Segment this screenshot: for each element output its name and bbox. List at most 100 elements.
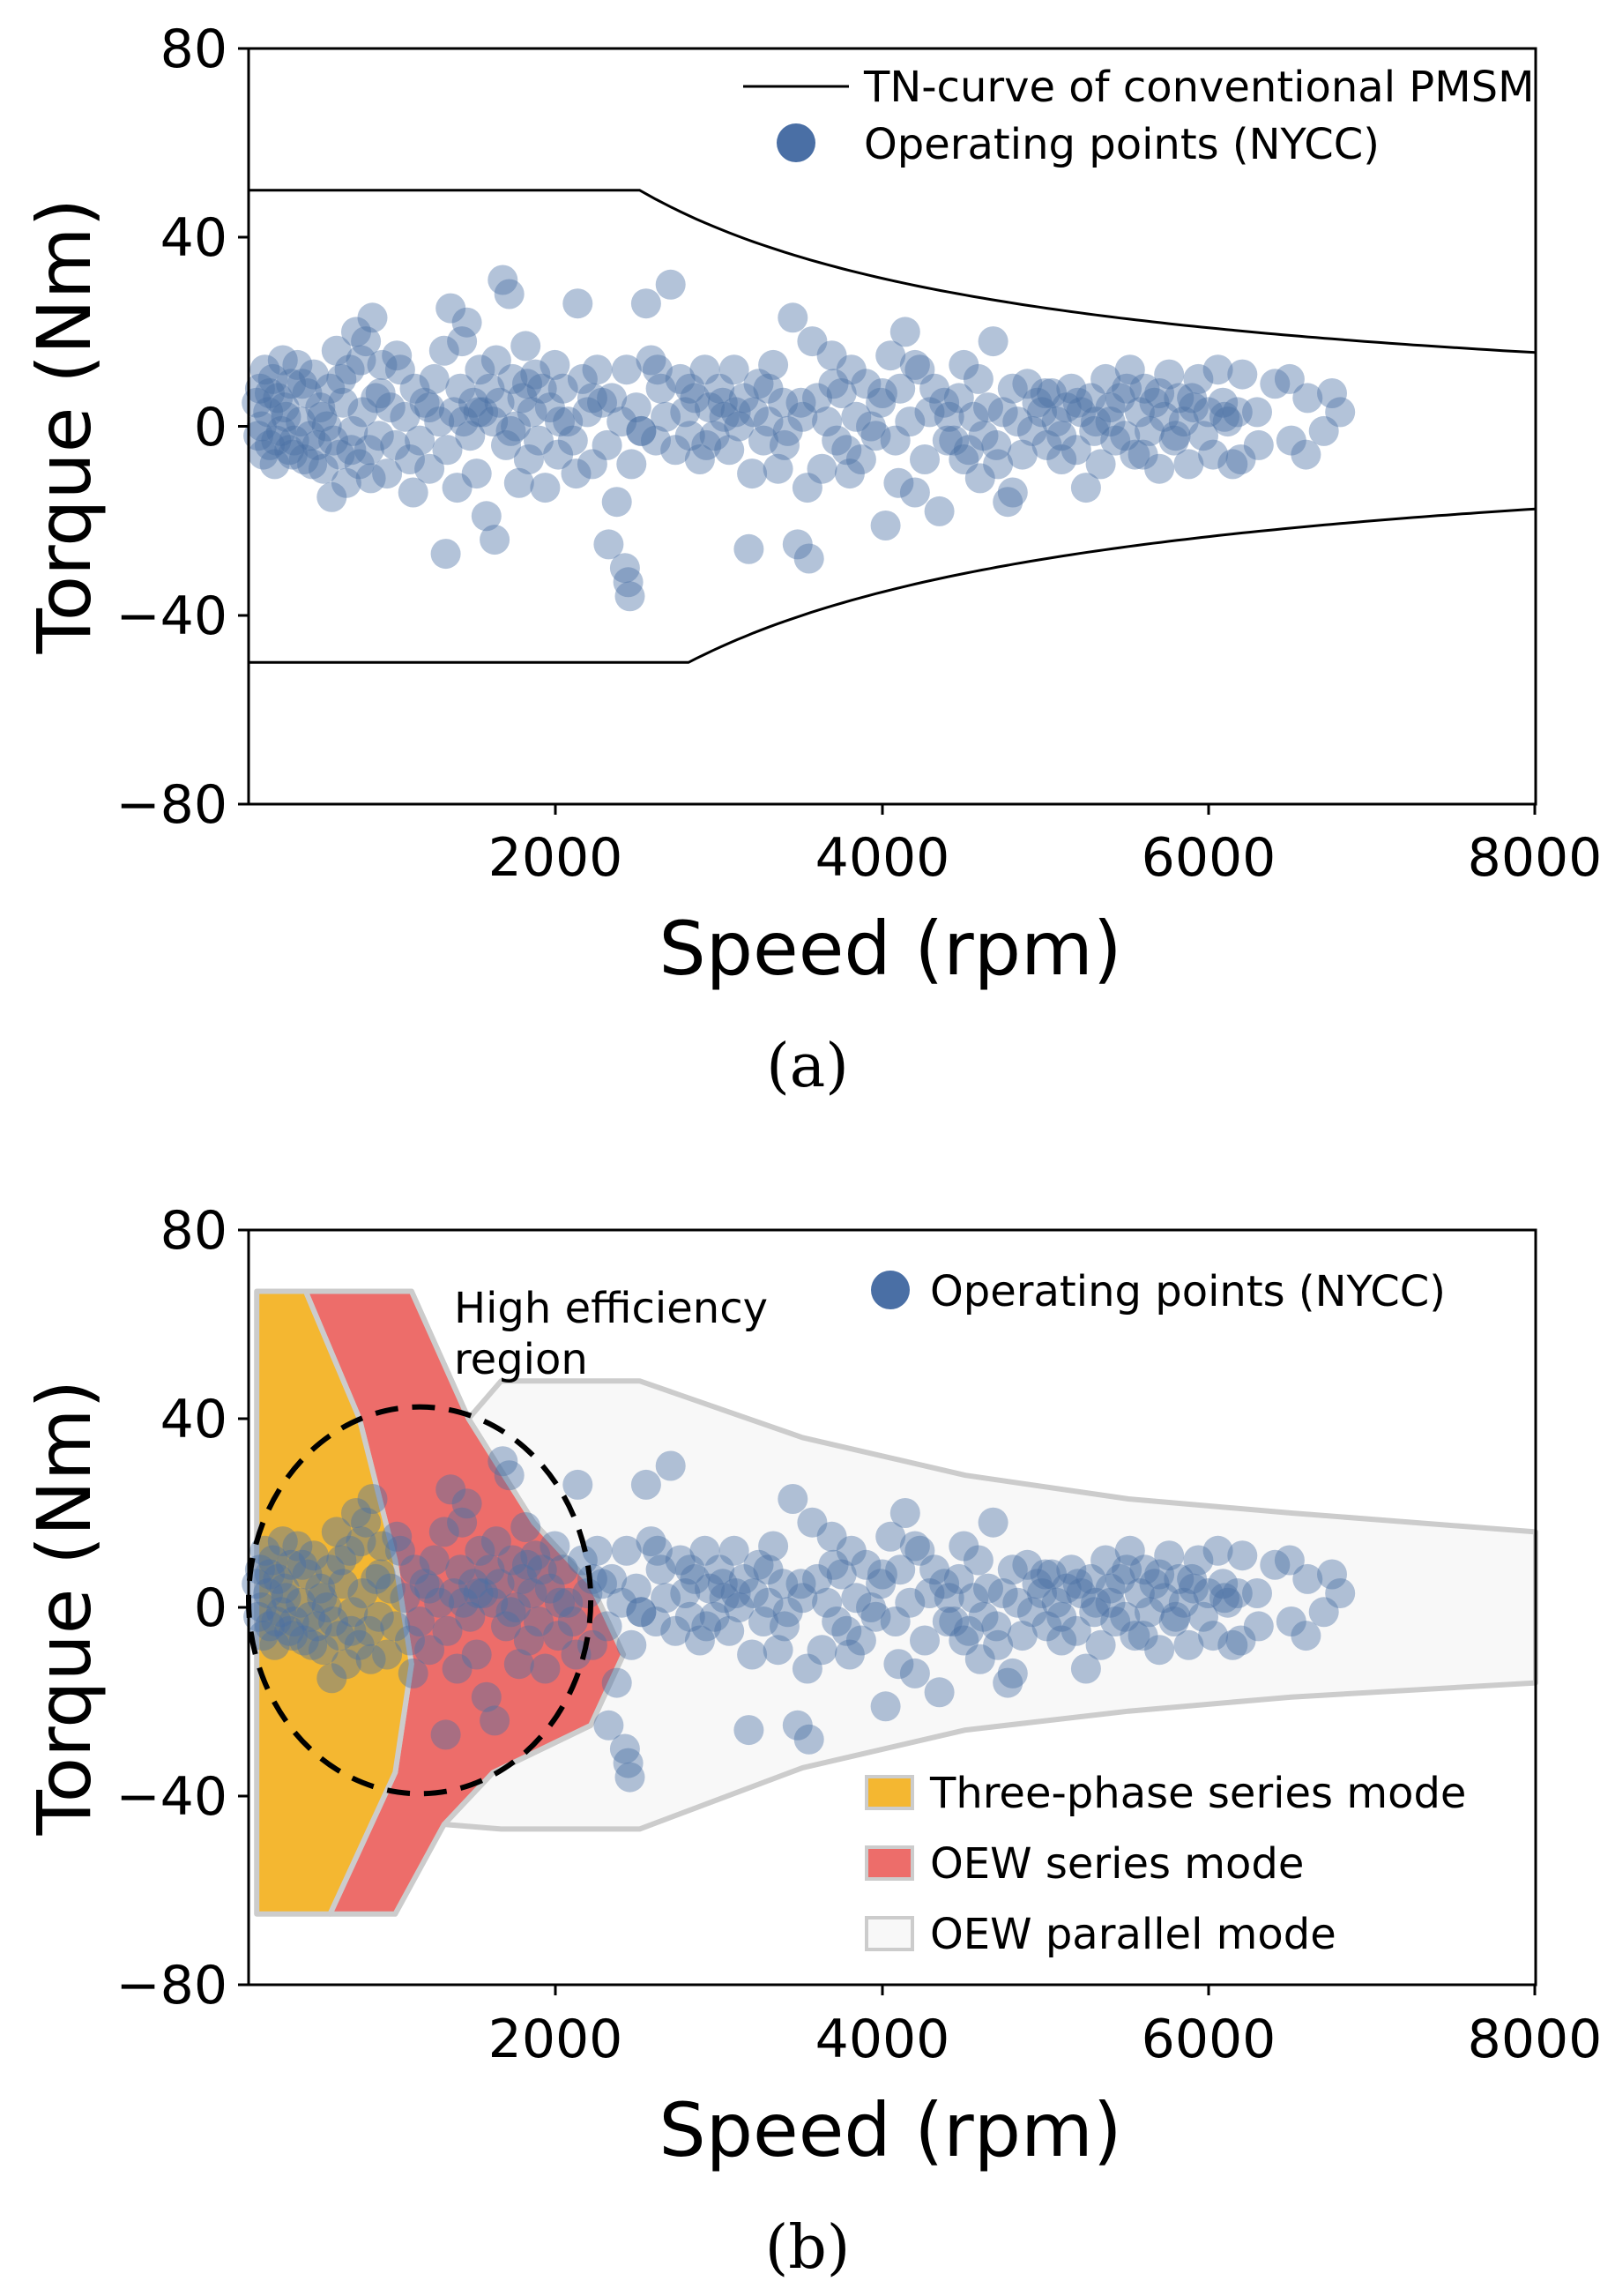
operating-point — [1051, 392, 1082, 423]
operating-point — [609, 1733, 640, 1764]
operating-point — [1056, 373, 1087, 404]
operating-point — [567, 363, 598, 394]
operating-point — [836, 1535, 867, 1566]
operating-point — [665, 363, 696, 394]
x-tick-label: 6000 — [1142, 2009, 1276, 2070]
operating-point — [357, 302, 388, 333]
operating-point — [1217, 1629, 1248, 1660]
operating-point — [826, 378, 857, 408]
operating-point — [324, 1621, 355, 1651]
operating-point — [919, 1554, 950, 1585]
operating-point — [346, 345, 376, 376]
tn-curve-lower — [249, 507, 1537, 664]
operating-point — [287, 1549, 317, 1580]
operating-point — [361, 383, 391, 414]
operating-point — [1085, 1629, 1116, 1660]
operating-point — [718, 354, 749, 385]
operating-point — [885, 373, 916, 404]
operating-point — [1183, 363, 1214, 394]
operating-point — [451, 1488, 482, 1519]
operating-point — [414, 453, 445, 484]
operating-point — [405, 1606, 435, 1636]
operating-point — [1105, 383, 1135, 414]
operating-point — [899, 349, 930, 380]
operating-points-a — [242, 265, 1356, 612]
operating-point — [1209, 401, 1239, 432]
operating-point — [964, 463, 995, 494]
operating-point — [899, 477, 930, 508]
operating-point — [733, 1715, 764, 1746]
operating-point — [997, 373, 1028, 404]
operating-point — [372, 1639, 403, 1670]
operating-point — [709, 401, 740, 432]
operating-point — [630, 288, 661, 319]
legend-label: Three-phase series mode — [929, 1769, 1466, 1818]
operating-point — [963, 1545, 994, 1576]
operating-point — [1031, 429, 1062, 460]
operating-point — [758, 1531, 789, 1562]
operating-point — [1112, 1554, 1142, 1585]
operating-point — [435, 1474, 466, 1505]
operating-point — [494, 279, 525, 309]
operating-point — [380, 429, 411, 460]
operating-point — [1212, 406, 1243, 437]
legend-b-bottom: Three-phase series mode OEW series mode … — [865, 1769, 1466, 1959]
operating-point — [1095, 392, 1126, 423]
operating-point — [614, 581, 645, 612]
y-tick-label: 40 — [160, 1389, 227, 1450]
operating-point — [684, 444, 715, 474]
operating-point — [674, 1554, 705, 1585]
operating-point — [1114, 354, 1145, 385]
operating-point — [728, 1563, 759, 1594]
operating-point — [458, 387, 488, 418]
operating-point — [642, 1535, 673, 1566]
operating-point — [651, 401, 681, 432]
operating-point — [793, 1724, 824, 1755]
x-tick-label: 8000 — [1468, 827, 1603, 889]
operating-point — [1129, 373, 1160, 404]
operating-point — [347, 1578, 378, 1608]
operating-point — [867, 378, 897, 408]
operating-point — [785, 1569, 816, 1599]
y-ticks-a: 80 40 0 −40 −80 — [115, 19, 249, 836]
operating-point — [557, 1606, 588, 1636]
operating-point — [1128, 439, 1158, 470]
operating-point — [534, 392, 565, 423]
operating-point — [924, 1677, 955, 1708]
operating-point — [480, 1526, 511, 1557]
operating-point — [601, 487, 632, 518]
operating-point — [704, 373, 735, 404]
x-ticks-b: 2000 4000 6000 8000 — [488, 1985, 1602, 2070]
operating-point — [1208, 387, 1239, 418]
operating-point — [354, 1615, 384, 1646]
operating-point — [695, 1573, 725, 1604]
operating-point — [248, 439, 279, 470]
operating-point — [540, 1531, 570, 1562]
operating-point — [512, 369, 542, 399]
y-tick-label: 80 — [160, 19, 227, 80]
operating-point — [409, 1569, 440, 1599]
operating-point — [993, 487, 1023, 518]
operating-point — [1100, 425, 1131, 456]
operating-point — [914, 397, 945, 428]
operating-point — [269, 1573, 300, 1604]
operating-point — [707, 1569, 738, 1599]
operating-point — [1066, 1578, 1097, 1608]
operating-point — [1124, 1578, 1155, 1608]
operating-point — [463, 1578, 494, 1608]
operating-point — [287, 369, 317, 399]
operating-point — [932, 425, 963, 456]
operating-point — [435, 293, 466, 324]
operating-point — [802, 1563, 832, 1594]
operating-point — [288, 1625, 319, 1656]
operating-point — [1016, 1597, 1047, 1628]
operating-point — [1144, 453, 1175, 484]
operating-point — [277, 1621, 308, 1651]
operating-point — [655, 1450, 686, 1481]
operating-point — [949, 1531, 979, 1562]
operating-point — [875, 340, 906, 371]
operating-point — [458, 1569, 488, 1599]
operating-point — [670, 397, 701, 428]
operating-point — [1274, 363, 1305, 394]
operating-point — [1149, 401, 1180, 432]
